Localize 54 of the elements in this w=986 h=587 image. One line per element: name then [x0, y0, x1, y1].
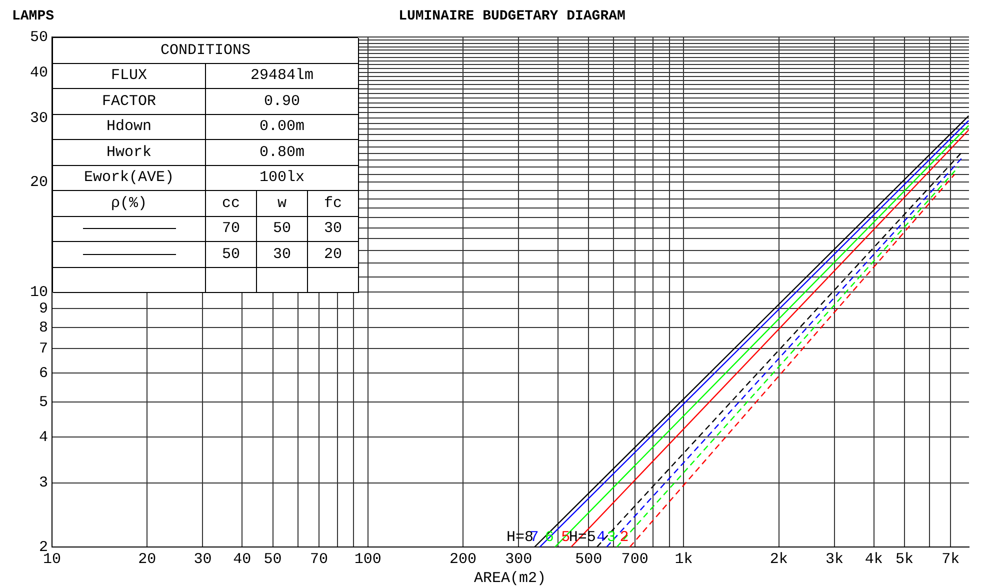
annotation: CONDITIONS [53, 38, 359, 64]
annotation: Hwork [53, 140, 206, 166]
x-tick-label: 50 [264, 550, 282, 568]
x-tick-label: 700 [621, 550, 648, 568]
x-tick-label: 300 [505, 550, 532, 568]
y-tick-label: 40 [30, 64, 48, 82]
annotation: cc [206, 191, 257, 216]
y-tick-label: 3 [38, 474, 48, 492]
annotation: 30 [308, 216, 359, 242]
annotation: fc [308, 191, 359, 216]
annotation: 100lx [206, 166, 359, 191]
annotation: 0.80m [206, 140, 359, 166]
annotation: 29484lm [206, 64, 359, 89]
annotation: 20 [308, 242, 359, 268]
annotation: Hdown [53, 114, 206, 140]
x-tick-label: 2k [770, 550, 788, 568]
y-tick-label: 8 [38, 319, 48, 336]
x-tick-label: 7k [942, 550, 960, 568]
annotation: 50 [206, 242, 257, 268]
x-tick-label: 500 [575, 550, 602, 568]
y-tick-label: 10 [30, 284, 48, 301]
y-tick-label: 9 [38, 300, 48, 318]
y-tick-label: 30 [30, 110, 48, 127]
y-tick-label: 20 [30, 174, 48, 192]
y-tick-label: 4 [38, 429, 48, 446]
x-tick-label: 5k [896, 550, 914, 568]
x-tick-label: 20 [138, 550, 156, 568]
series-label: 2 [620, 529, 629, 546]
annotation: 50 [257, 216, 308, 242]
annotation: 70 [206, 216, 257, 242]
x-tick-label: 4k [864, 550, 883, 568]
x-tick-label: 70 [310, 550, 328, 568]
annotation: 0.00m [206, 114, 359, 140]
annotation: 30 [257, 242, 308, 268]
x-tick-label: 200 [449, 550, 476, 568]
y-axis-title: LAMPS [12, 8, 54, 25]
x-tick-label: 3k [825, 550, 844, 568]
annotation: ρ(%) [53, 191, 206, 216]
annotation: Ework(AVE) [53, 166, 206, 191]
chart-title: LUMINAIRE BUDGETARY DIAGRAM [398, 8, 626, 25]
x-tick-label: 1k [674, 550, 693, 568]
annotation: FLUX [53, 64, 206, 89]
x-tick-label: 40 [233, 550, 252, 568]
x-axis-title: AREA(m2) [474, 570, 546, 587]
y-tick-label: 6 [38, 364, 48, 382]
series-label: 4 [596, 529, 606, 546]
annotation: FACTOR [53, 89, 206, 114]
x-tick-label: 30 [194, 550, 212, 568]
x-tick-label: 100 [354, 550, 382, 568]
y-tick-label: 50 [30, 28, 48, 46]
y-tick-label: 5 [38, 394, 48, 411]
annotation: 0.90 [206, 89, 359, 114]
annotation: w [257, 191, 308, 216]
y-tick-label: 7 [38, 340, 48, 358]
